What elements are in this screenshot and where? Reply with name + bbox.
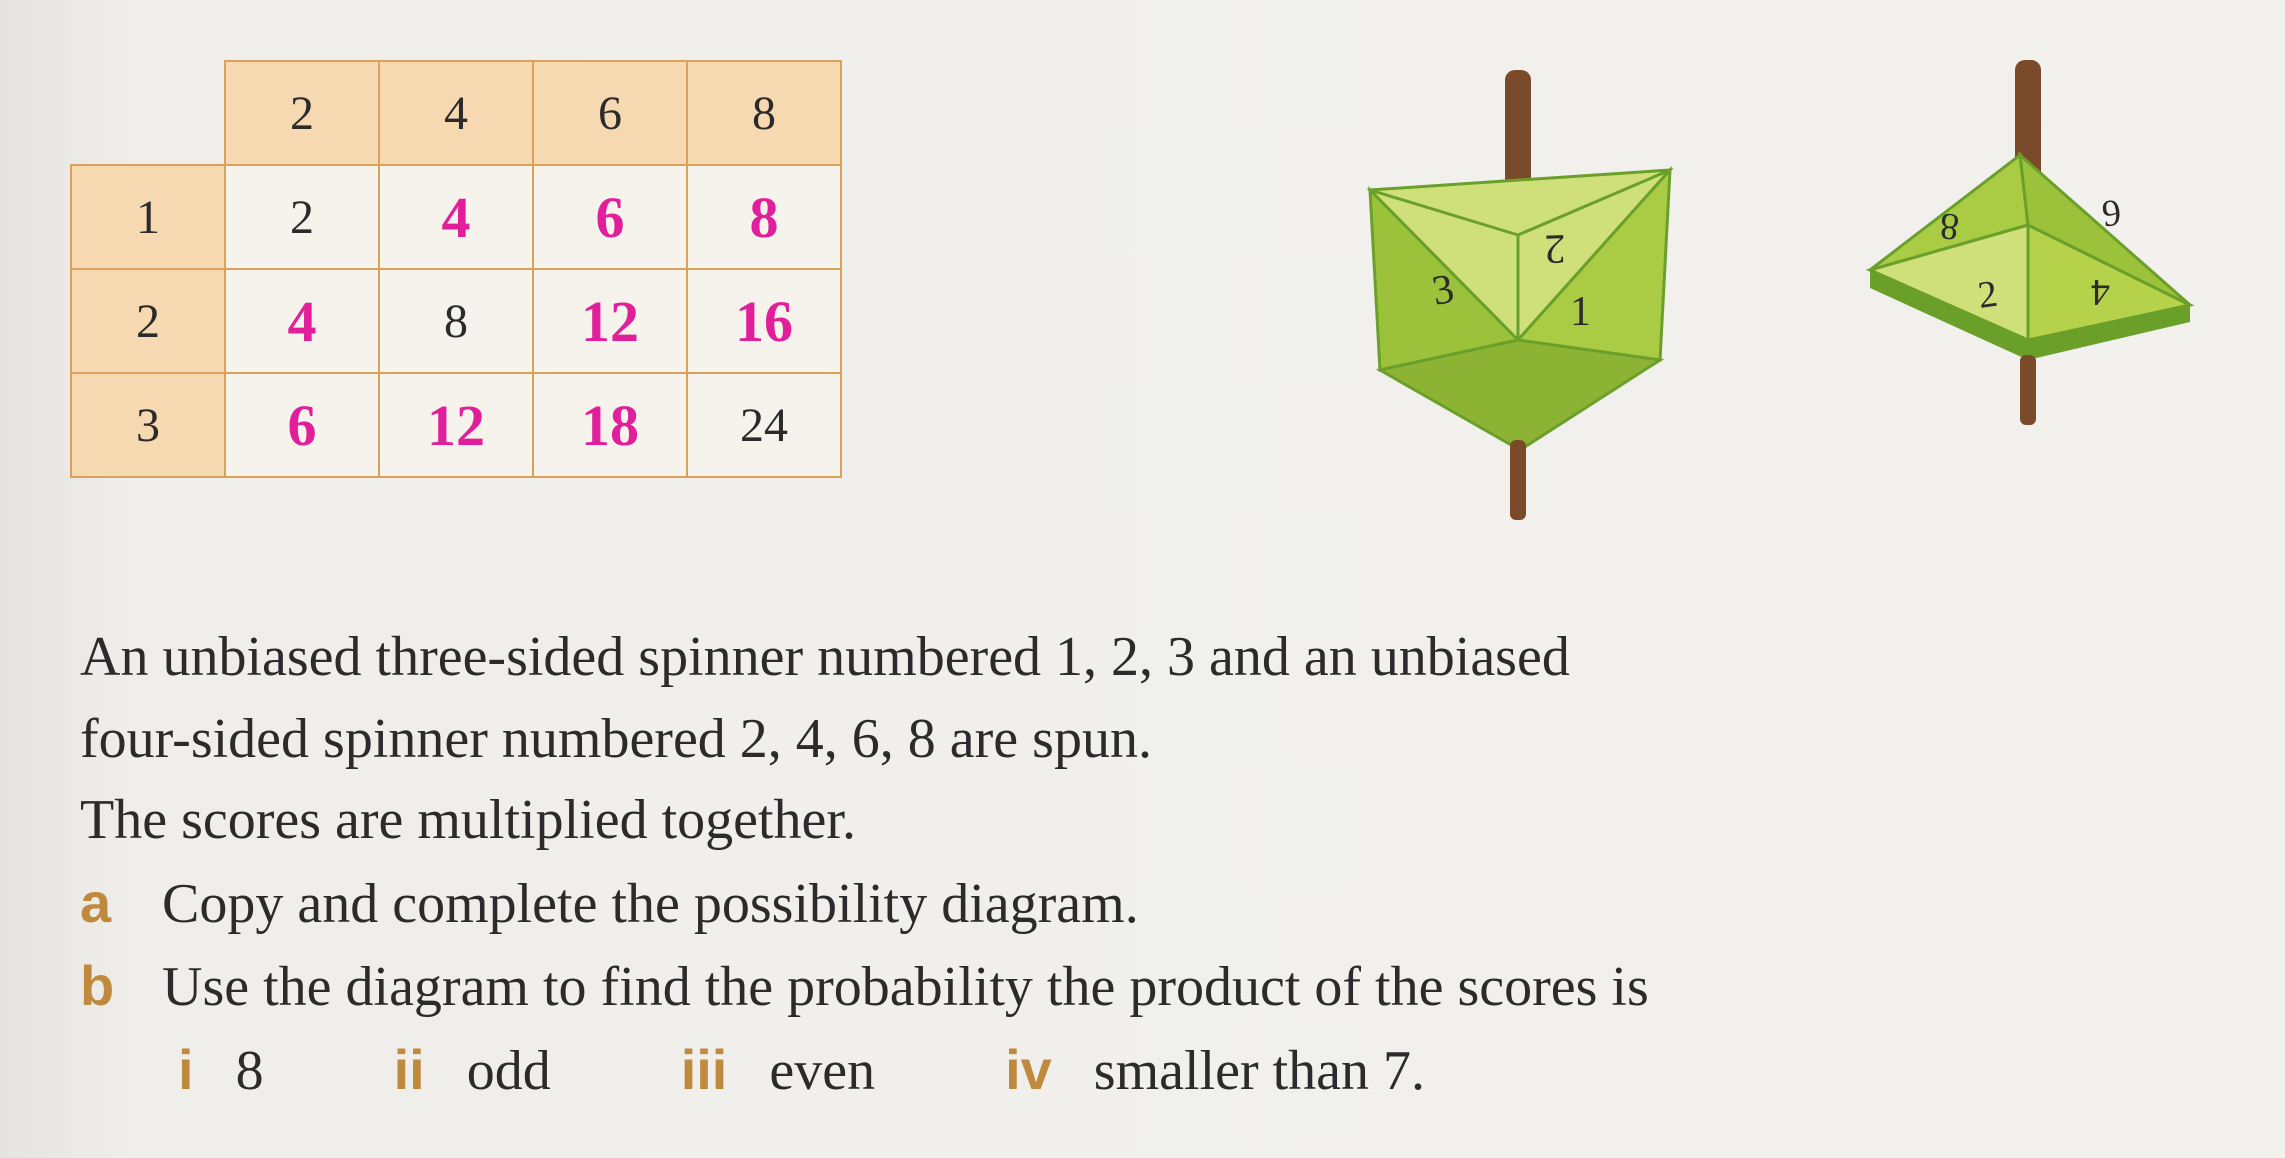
sub-text: 8: [236, 1040, 264, 1102]
row-header: 1: [71, 165, 225, 269]
possibility-table: 2 4 6 8 1 2 4 6 8 2 4 8 12 16 3 6: [70, 60, 842, 478]
sub-text: smaller than 7.: [1094, 1040, 1425, 1102]
part-text: Copy and complete the possibility diagra…: [162, 873, 1139, 935]
table-cell: 4: [379, 165, 533, 269]
table-cell: 6: [225, 373, 379, 477]
table-cell: 8: [687, 165, 841, 269]
problem-text: An unbiased three-sided spinner numbered…: [80, 620, 2200, 1110]
sub-label: iii: [681, 1038, 728, 1101]
subpart: i 8: [178, 1032, 264, 1110]
sub-label: i: [178, 1038, 194, 1101]
spinners-svg: 2 3 1 2 4 6 8: [1270, 40, 2270, 520]
subparts-row: i 8 ii odd iii even iv smaller than 7.: [178, 1032, 2200, 1110]
table-cell: 2: [225, 165, 379, 269]
sub-label: iv: [1005, 1038, 1052, 1101]
col-header: 6: [533, 61, 687, 165]
subpart: ii odd: [394, 1032, 551, 1110]
page: 2 4 6 8 1 2 4 6 8 2 4 8 12 16 3 6: [0, 0, 2285, 1158]
row-header: 2: [71, 269, 225, 373]
part-b: b Use the diagram to find the probabilit…: [80, 948, 2200, 1026]
spinner-face-label: 1: [1570, 289, 1591, 335]
table-cell: 18: [533, 373, 687, 477]
part-a: a Copy and complete the possibility diag…: [80, 865, 2200, 943]
sub-text: odd: [467, 1040, 551, 1102]
spinner-face-label: 6: [2100, 191, 2123, 234]
blank-cell: [71, 61, 225, 165]
col-header: 8: [687, 61, 841, 165]
sub-label: ii: [394, 1038, 425, 1101]
problem-line: An unbiased three-sided spinner numbered…: [80, 620, 2200, 696]
table-cell: 6: [533, 165, 687, 269]
square-spinner-icon: 2 4 6 8: [1870, 60, 2190, 425]
problem-line: The scores are multiplied together.: [80, 783, 2200, 859]
table-cell: 4: [225, 269, 379, 373]
table-cell: 24: [687, 373, 841, 477]
table-cell: 8: [379, 269, 533, 373]
part-text: Use the diagram to find the probability …: [162, 956, 1649, 1018]
part-label: b: [80, 948, 114, 1024]
spinner-face-label: 2: [1544, 225, 1567, 272]
subpart: iii even: [681, 1032, 875, 1110]
table-cell: 16: [687, 269, 841, 373]
table: 2 4 6 8 1 2 4 6 8 2 4 8 12 16 3 6: [70, 60, 842, 478]
triangle-spinner-icon: 2 3 1: [1370, 70, 1670, 520]
table-cell: 12: [533, 269, 687, 373]
problem-line: four-sided spinner numbered 2, 4, 6, 8 a…: [80, 702, 2200, 778]
col-header: 4: [379, 61, 533, 165]
part-label: a: [80, 865, 114, 941]
row-header: 3: [71, 373, 225, 477]
col-header: 2: [225, 61, 379, 165]
spinners-illustration: 2 3 1 2 4 6 8: [1270, 40, 2270, 520]
spinner-face-label: 8: [1938, 204, 1961, 247]
spinner-face-label: 4: [2091, 271, 2110, 313]
sub-text: even: [769, 1040, 875, 1102]
table-cell: 12: [379, 373, 533, 477]
subpart: iv smaller than 7.: [1005, 1032, 1425, 1110]
